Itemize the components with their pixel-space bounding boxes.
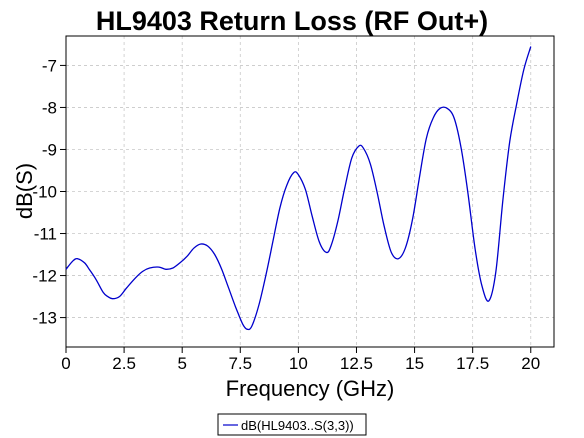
x-tick-labels: 0 2.5 5 7.5 10 12.5 15 17.5 20 [61, 354, 540, 373]
chart-title: HL9403 Return Loss (RF Out+) [96, 6, 488, 36]
x-tick-label: 7.5 [228, 354, 252, 373]
y-tick-label: -13 [32, 309, 57, 328]
y-tick-label: -7 [42, 56, 57, 75]
x-tick-label: 0 [61, 354, 70, 373]
series-layer [65, 46, 532, 331]
y-tick-label: -9 [42, 140, 57, 159]
y-tick-label: -11 [34, 225, 57, 244]
y-tick-label: -12 [32, 267, 57, 286]
series-line [65, 46, 532, 331]
x-tick-label: 2.5 [112, 354, 136, 373]
x-tick-label: 5 [177, 354, 186, 373]
x-tick-label: 17.5 [456, 354, 489, 373]
x-tick-label: 15 [405, 354, 424, 373]
x-tick-label: 20 [521, 354, 540, 373]
grid [66, 36, 554, 347]
axis-ticks [60, 64, 532, 353]
legend-label: dB(HL9403..S(3,3)) [241, 418, 354, 433]
y-tick-label: -10 [32, 183, 57, 202]
y-axis-label: dB(S) [12, 163, 37, 219]
y-tick-labels: -13 -12 -11 -10 -9 -8 -7 [32, 56, 57, 327]
y-tick-label: -8 [42, 98, 57, 117]
x-tick-label: 10 [289, 354, 308, 373]
legend: dB(HL9403..S(3,3)) [217, 413, 367, 436]
legend-box [217, 413, 367, 436]
x-axis-label: Frequency (GHz) [226, 376, 395, 401]
x-tick-label: 12.5 [340, 354, 373, 373]
